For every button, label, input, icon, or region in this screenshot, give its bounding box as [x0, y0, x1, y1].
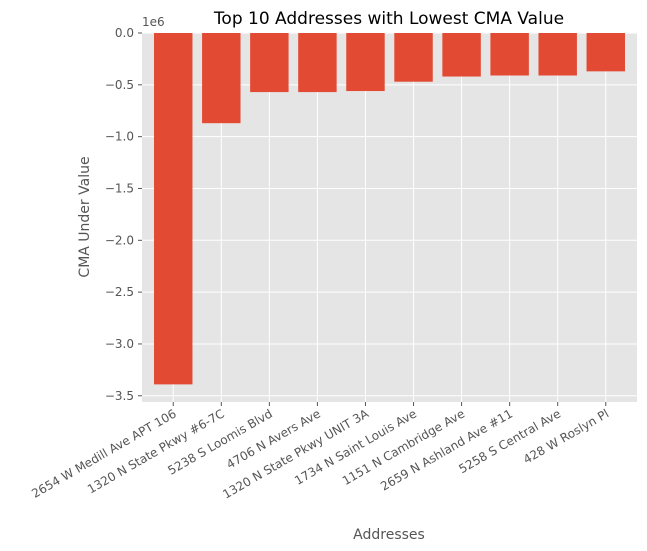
bar [298, 33, 337, 93]
y-tick-label: −2.0 [105, 233, 134, 247]
y-tick-label: −2.5 [105, 285, 134, 299]
y-tick-label: −0.5 [105, 78, 134, 92]
bar [346, 33, 385, 92]
bars [154, 33, 625, 385]
y-tick-label: −3.5 [105, 389, 134, 403]
x-tick-label: 428 W Roslyn Pl [521, 406, 611, 466]
bar [154, 33, 193, 385]
bar [202, 33, 241, 124]
y-offset-label: 1e6 [142, 15, 165, 29]
x-axis-label: Addresses [353, 527, 425, 543]
bar [442, 33, 481, 77]
chart-title: Top 10 Addresses with Lowest CMA Value [213, 9, 564, 29]
y-tick-label: 0.0 [115, 26, 134, 40]
bar [394, 33, 433, 82]
bar [586, 33, 625, 72]
y-axis-label: CMA Under Value [77, 156, 93, 277]
bar [538, 33, 577, 76]
y-tick-label: −3.0 [105, 337, 134, 351]
bar [490, 33, 529, 76]
y-tick-label: −1.0 [105, 130, 134, 144]
bar [250, 33, 289, 93]
y-tick-label: −1.5 [105, 181, 134, 195]
y-axis-ticks: 0.0 −0.5 −1.0 −1.5 −2.0 −2.5 −3.0 −3.5 [105, 26, 142, 403]
